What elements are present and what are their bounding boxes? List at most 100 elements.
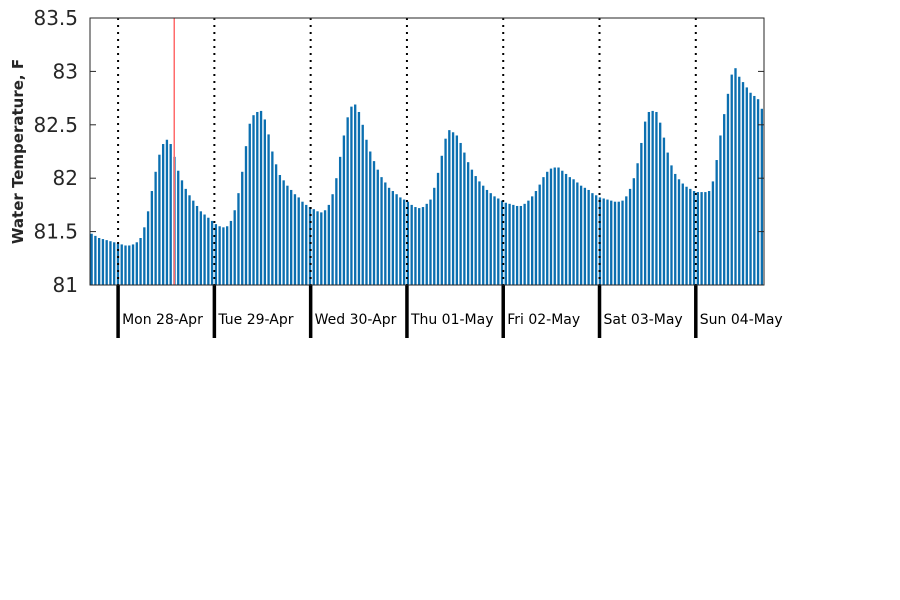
temperature-bar [426,204,428,285]
temperature-bar [226,226,228,285]
temperature-bar [271,152,273,286]
temperature-bar [109,241,111,285]
temperature-bar [456,135,458,285]
temperature-bar [441,156,443,285]
temperature-bar [211,221,213,285]
temperature-bar [154,172,156,285]
y-tick-label: 81.5 [33,220,78,244]
temperature-bar [196,206,198,285]
temperature-bar [147,211,149,285]
temperature-bar [373,161,375,285]
temperature-bar [508,204,510,285]
temperature-bar [290,190,292,285]
temperature-bar [685,187,687,285]
temperature-bar [712,181,714,285]
temperature-bar [459,143,461,285]
temperature-bar [294,194,296,285]
temperature-bar [527,201,529,285]
temperature-bar [663,138,665,285]
temperature-bar [444,139,446,285]
temperature-bar [185,189,187,285]
temperature-bar [166,140,168,285]
temperature-bar [572,179,574,285]
temperature-bar [761,109,763,285]
y-tick-label: 81 [53,273,78,297]
temperature-bar [124,245,126,285]
temperature-bar [222,227,224,285]
temperature-bar [727,94,729,285]
temperature-bar [275,164,277,285]
temperature-bar [143,227,145,285]
temperature-bar [531,196,533,285]
temperature-bar [561,171,563,285]
temperature-bar [298,197,300,285]
temperature-bar [241,172,243,285]
temperature-bar [192,201,194,285]
temperature-bar [463,153,465,285]
temperature-bar [218,226,220,285]
temperature-bar [471,170,473,285]
temperature-bar [580,186,582,285]
temperature-bar [422,207,424,285]
day-label: Wed 30-Apr [315,312,397,328]
temperature-bar [674,174,676,285]
temperature-bar [757,99,759,285]
temperature-bar [467,162,469,285]
temperature-bar [731,75,733,285]
temperature-bar [128,245,130,285]
day-label: Sat 03-May [604,312,683,328]
temperature-bar [94,236,96,285]
temperature-bar [697,192,699,285]
temperature-bar [708,191,710,285]
temperature-bar [188,195,190,285]
temperature-bar [316,211,318,285]
temperature-bar [414,207,416,285]
y-tick-label: 82.5 [33,113,78,137]
temperature-bar [234,210,236,285]
temperature-bar [267,134,269,285]
temperature-bar [347,117,349,285]
day-label: Thu 01-May [410,312,494,328]
temperature-bar [286,186,288,285]
temperature-bar [260,111,262,285]
temperature-bar [682,184,684,285]
temperature-bar [667,153,669,285]
temperature-bar [411,205,413,285]
temperature-bar [689,189,691,285]
day-separators [118,18,696,338]
temperature-bar [546,172,548,285]
temperature-bar [512,205,514,285]
temperature-bar [98,238,100,285]
temperature-bar [132,244,134,285]
temperature-bar [633,178,635,285]
bar-series [90,68,763,285]
temperature-bar [700,192,702,285]
temperature-bar [493,196,495,285]
temperature-bar [121,244,123,285]
temperature-bar [670,165,672,285]
temperature-bar [753,96,755,285]
temperature-bar [252,115,254,285]
temperature-bar [301,202,303,285]
temperature-bar [621,201,623,285]
temperature-bar [200,211,202,285]
temperature-bar [595,195,597,285]
temperature-bar [565,174,567,285]
temperature-bar [369,152,371,286]
temperature-bar [606,200,608,285]
temperature-bar [516,206,518,285]
temperature-bar [339,157,341,285]
temperature-bar [324,210,326,285]
temperature-bar [237,193,239,285]
temperature-bar [659,123,661,285]
temperature-bar [102,239,104,285]
temperature-bar [384,182,386,285]
y-tick-label: 82 [53,166,78,190]
temperature-bar [158,155,160,285]
temperature-bar [497,198,499,285]
temperature-bar [399,197,401,285]
temperature-bar [716,160,718,285]
temperature-bar [177,171,179,285]
temperature-bar [542,177,544,285]
